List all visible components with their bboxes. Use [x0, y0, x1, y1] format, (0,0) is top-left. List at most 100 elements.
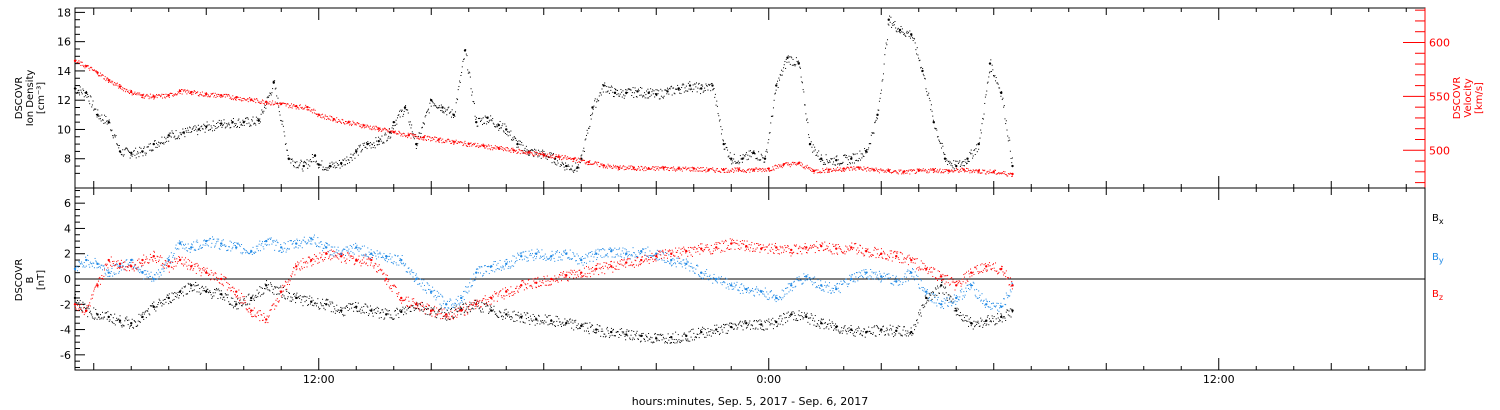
series-scatter-dot [701, 84, 703, 86]
b-data-point [595, 252, 598, 255]
series-scatter-dot [956, 160, 958, 162]
b-scatter-dot [941, 281, 943, 283]
series-scatter-dot [1010, 173, 1012, 175]
series-scatter-dot [451, 139, 453, 141]
series-scatter-dot [173, 136, 175, 138]
b-scatter-dot [225, 245, 227, 247]
series-scatter-dot [176, 138, 178, 140]
series-scatter-dot [178, 135, 180, 137]
series-scatter-dot [919, 59, 921, 61]
series-scatter-dot [259, 102, 261, 104]
series-scatter-dot [986, 90, 988, 92]
series-scatter-dot [228, 124, 230, 126]
series-scatter-dot [200, 126, 202, 128]
series-scatter-dot [345, 121, 347, 123]
b-scatter-dot [186, 293, 188, 295]
series-scatter-dot [89, 103, 91, 105]
b-scatter-dot [457, 311, 459, 313]
b-scatter-dot [218, 290, 220, 292]
series-scatter-dot [594, 100, 596, 102]
b-scatter-dot [887, 333, 889, 335]
series-scatter-dot [118, 147, 120, 149]
b-scatter-dot [909, 333, 911, 335]
series-scatter-dot [440, 110, 442, 112]
series-scatter-dot [829, 161, 831, 163]
b-scatter-dot [299, 295, 301, 297]
series-scatter-dot [136, 153, 138, 155]
series-scatter-dot [148, 143, 150, 145]
series-scatter-dot [392, 130, 394, 132]
b-scatter-dot [93, 267, 95, 269]
series-scatter-dot [780, 164, 782, 166]
series-scatter-dot [459, 141, 461, 143]
series-scatter-dot [534, 154, 536, 156]
series-scatter-dot [363, 142, 365, 144]
b-scatter-dot [662, 334, 664, 336]
series-scatter-dot [297, 107, 299, 109]
series-scatter-dot [324, 168, 326, 170]
b-scatter-dot [816, 325, 818, 327]
series-scatter-dot [929, 169, 931, 171]
series-scatter-dot [456, 98, 458, 100]
b-scatter-dot [155, 310, 157, 312]
series-scatter-dot [408, 135, 410, 137]
b-scatter-dot [268, 244, 270, 246]
b-scatter-dot [851, 330, 853, 332]
b-scatter-dot [325, 299, 327, 301]
series-scatter-dot [681, 168, 683, 170]
b-scatter-dot [877, 327, 879, 329]
series-scatter-dot [914, 172, 916, 174]
series-scatter-dot [978, 142, 980, 144]
series-scatter-dot [544, 154, 546, 156]
b-scatter-dot [695, 336, 697, 338]
series-scatter-dot [854, 167, 856, 169]
series-scatter-dot [876, 118, 878, 120]
b-scatter-dot [289, 300, 291, 302]
b-scatter-dot [455, 308, 457, 310]
series-scatter-dot [957, 168, 959, 170]
series-scatter-dot [411, 124, 413, 126]
b-scatter-dot [551, 323, 553, 325]
series-scatter-dot [608, 165, 610, 167]
b-scatter-dot [755, 327, 757, 329]
series-scatter-dot [842, 170, 844, 172]
series-scatter-dot [899, 31, 901, 33]
series-scatter-dot [517, 141, 519, 143]
velocity-axis-title-line: DSCOVR [1452, 77, 1463, 120]
series-scatter-dot [725, 146, 727, 148]
series-scatter-dot [897, 173, 899, 175]
series-scatter-dot [963, 168, 965, 170]
b-scatter-dot [816, 323, 818, 325]
series-scatter-dot [104, 114, 106, 116]
series-scatter-dot [472, 144, 474, 146]
b-scatter-dot [381, 309, 383, 311]
b-scatter-dot [340, 311, 342, 313]
series-scatter-dot [592, 108, 594, 110]
series-scatter-dot [199, 127, 201, 129]
series-scatter-dot [578, 160, 580, 162]
series-scatter-dot [812, 144, 814, 146]
series-scatter-dot [405, 136, 407, 138]
series-scatter-dot [455, 141, 457, 143]
series-scatter-dot [343, 164, 345, 166]
series-scatter-dot [520, 150, 522, 152]
series-scatter-dot [161, 93, 163, 95]
series-scatter-dot [657, 166, 659, 168]
b-scatter-dot [709, 331, 711, 333]
series-scatter-dot [203, 95, 205, 97]
series-scatter-dot [826, 171, 828, 173]
series-scatter-dot [206, 93, 208, 95]
series-scatter-dot [675, 168, 677, 170]
series-data-point [377, 127, 380, 130]
b-scatter-dot [681, 335, 683, 337]
b-scatter-dot [178, 294, 180, 296]
series-scatter-dot [464, 140, 466, 142]
series-scatter-dot [563, 157, 565, 159]
series-scatter-dot [607, 163, 609, 165]
series-scatter-dot [382, 129, 384, 131]
b-scatter-dot [916, 320, 918, 322]
series-scatter-dot [759, 159, 761, 161]
b-scatter-dot [218, 247, 220, 249]
series-scatter-dot [187, 127, 189, 129]
b-scatter-dot [530, 318, 532, 320]
